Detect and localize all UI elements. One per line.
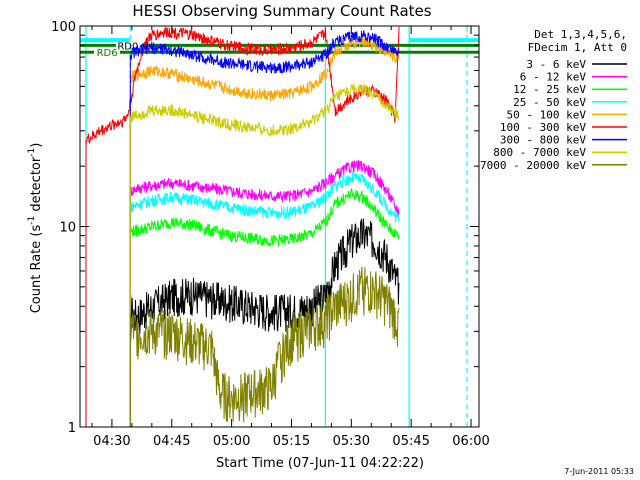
legend-header-line-1: Det 1,3,4,5,6, bbox=[534, 28, 627, 41]
series-line-1 bbox=[129, 218, 400, 427]
legend-label-8: 800 - 7000 keV bbox=[493, 146, 586, 159]
series-line-4 bbox=[129, 172, 400, 427]
plot-frame bbox=[79, 25, 480, 428]
x-tick-label-5: 05:45 bbox=[392, 434, 429, 449]
y-axis-label-base: Count Rate (s bbox=[29, 225, 44, 314]
generated-timestamp: 7-Jun-2011 05:33 bbox=[564, 467, 634, 476]
legend-header-line-2: FDecim 1, Att 0 bbox=[528, 41, 627, 54]
y-tick-label-1: 10 bbox=[59, 221, 76, 236]
series-line-6 bbox=[85, 26, 400, 427]
x-tick-label-4: 05:30 bbox=[333, 434, 370, 449]
legend-label-6: 100 - 300 keV bbox=[500, 121, 586, 134]
y-axis-label: Count Rate (s-1 detector-1) bbox=[27, 143, 44, 314]
y-axis-label-mid: detector bbox=[29, 156, 44, 216]
x-tick-label-0: 04:30 bbox=[93, 434, 130, 449]
y-axis-label-end: ) bbox=[29, 143, 44, 148]
y-axis-label-exp1: -1 bbox=[27, 216, 37, 225]
series-line-8 bbox=[129, 83, 400, 427]
x-tick-label-1: 04:45 bbox=[153, 434, 190, 449]
legend-label-5: 50 - 100 keV bbox=[507, 108, 587, 121]
chart-title: HESSI Observing Summary Count Rates bbox=[132, 2, 431, 20]
rd0-label: RD0 bbox=[117, 41, 138, 52]
series-line-2 bbox=[129, 159, 400, 427]
legend-label-1: 3 - 6 keV bbox=[526, 58, 586, 71]
legend-label-4: 25 - 50 keV bbox=[513, 96, 586, 109]
series-line-7 bbox=[129, 30, 400, 427]
x-tick-label-2: 05:00 bbox=[213, 434, 250, 449]
legend-label-7: 300 - 800 keV bbox=[500, 134, 586, 147]
legend-label-3: 12 - 25 keV bbox=[513, 83, 586, 96]
y-axis-label-exp2: -1 bbox=[27, 148, 37, 157]
rd6-label: RD6 bbox=[97, 48, 118, 59]
legend: Det 1,3,4,5,6, FDecim 1, Att 0 3 - 6 keV… bbox=[480, 28, 627, 172]
x-axis-label: Start Time (07-Jun-11 04:22:22) bbox=[216, 456, 424, 471]
y-tick-label-0: 1 bbox=[68, 421, 76, 436]
x-tick-label-3: 05:15 bbox=[273, 434, 310, 449]
x-tick-label-6: 06:00 bbox=[452, 434, 489, 449]
series-line-9 bbox=[129, 266, 400, 427]
legend-label-9: 7000 - 20000 keV bbox=[480, 159, 586, 172]
series-line-5 bbox=[129, 35, 400, 427]
legend-label-2: 6 - 12 keV bbox=[520, 71, 587, 84]
series-line-3 bbox=[129, 188, 400, 427]
y-tick-label-2: 100 bbox=[51, 20, 76, 35]
